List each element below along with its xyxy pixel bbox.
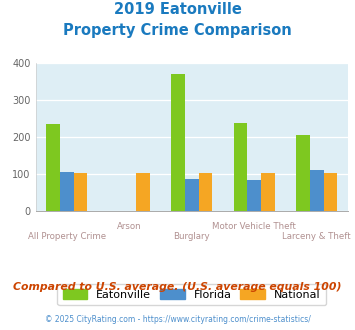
Bar [73,173,87,211]
Bar [310,170,323,211]
Text: All Property Crime: All Property Crime [28,232,106,241]
Text: Burglary: Burglary [173,232,210,241]
Bar [323,173,337,211]
Text: 2019 Eatonville: 2019 Eatonville [114,2,241,16]
Bar [60,172,73,211]
Text: Motor Vehicle Theft: Motor Vehicle Theft [212,222,296,231]
Bar [261,173,275,211]
Bar [185,179,198,211]
Bar [198,173,212,211]
Legend: Eatonville, Florida, National: Eatonville, Florida, National [58,283,326,306]
Bar [46,123,60,211]
Bar [247,180,261,211]
Bar [171,74,185,211]
Text: Arson: Arson [117,222,142,231]
Text: © 2025 CityRating.com - https://www.cityrating.com/crime-statistics/: © 2025 CityRating.com - https://www.city… [45,315,310,324]
Bar [234,123,247,211]
Bar [296,135,310,211]
Text: Compared to U.S. average. (U.S. average equals 100): Compared to U.S. average. (U.S. average … [13,282,342,292]
Bar [136,173,150,211]
Text: Property Crime Comparison: Property Crime Comparison [63,23,292,38]
Text: Larceny & Theft: Larceny & Theft [282,232,351,241]
